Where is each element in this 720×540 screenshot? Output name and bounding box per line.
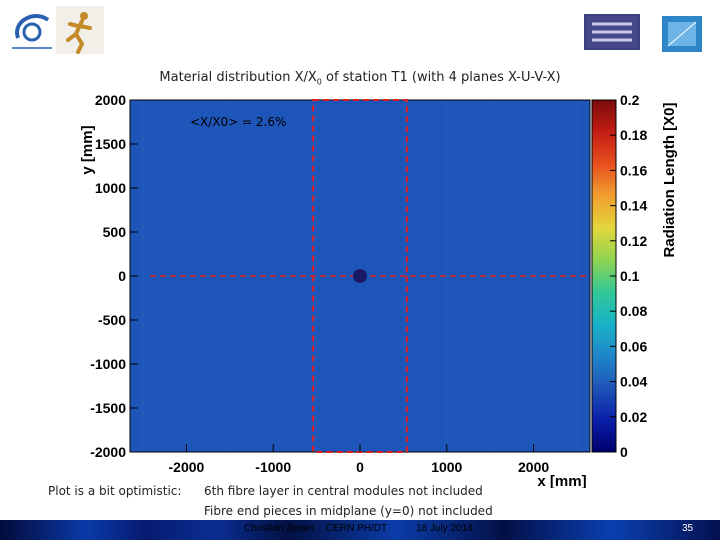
z-tick-label: 0.06: [620, 338, 647, 354]
scifi-logo: [662, 16, 702, 52]
z-tick-label: 0.12: [620, 233, 647, 249]
note-label: Plot is a bit optimistic:: [48, 484, 182, 498]
y-tick-label: 1500: [95, 136, 126, 152]
cern-60-logo: [12, 14, 52, 49]
y-tick-label: -500: [98, 312, 126, 328]
z-tick-label: 0.04: [620, 374, 647, 390]
color-scale-bar: [591, 99, 617, 453]
note-line-1: 6th fibre layer in central modules not i…: [204, 484, 483, 498]
beam-pipe-marker: [353, 269, 367, 283]
y-tick-label: -1500: [90, 400, 126, 416]
lhcb-logo: [584, 14, 640, 50]
z-tick-label: 0.08: [620, 303, 647, 319]
y-tick-label: -1000: [90, 356, 126, 372]
x-tick-label: 2000: [518, 459, 549, 475]
x-tick-label: -2000: [169, 459, 205, 475]
title-subscript: 0: [316, 77, 322, 87]
z-tick-label: 0.2: [620, 92, 640, 108]
y-tick-label: 500: [103, 224, 127, 240]
title-text-rest: of station T1 (with 4 planes X-U-V-X): [321, 70, 561, 85]
y-tick-label: 1000: [95, 180, 126, 196]
y-tick-label: 2000: [95, 92, 126, 108]
z-tick-label: 0: [620, 444, 628, 460]
z-tick-label: 0.18: [620, 127, 647, 143]
y-tick-label: 0: [118, 268, 126, 284]
z-tick-label: 0.02: [620, 409, 647, 425]
footer-org: CERN PH/DT: [326, 523, 388, 534]
y-tick-label: -2000: [90, 444, 126, 460]
footer-date: 18 July 2014: [416, 523, 473, 534]
slide-title: Material distribution X/X0 of station T1…: [0, 70, 720, 87]
x-tick-label: -1000: [255, 459, 291, 475]
title-text: Material distribution X/X: [159, 70, 317, 85]
z-tick-label: 0.16: [620, 162, 647, 178]
footer-bar: [0, 520, 720, 540]
footer-author: Christian Joram: [244, 523, 315, 534]
average-material-annotation: <X/X0> = 2.6%: [190, 115, 286, 129]
runner-logo: [56, 6, 104, 54]
page-number: 35: [682, 523, 694, 534]
x-tick-label: 1000: [431, 459, 462, 475]
x-tick-label: 0: [356, 459, 364, 475]
z-tick-label: 0.14: [620, 198, 647, 214]
note-line-2: Fibre end pieces in midplane (y=0) not i…: [204, 504, 493, 518]
material-distribution-chart: <X/X0> = 2.6% 2000 1500 1000 500 0 -500 -1000 -1…: [79, 92, 678, 488]
x-axis-label: x [mm]: [537, 473, 586, 488]
y-axis-label: y [mm]: [79, 125, 96, 174]
z-axis-label: Radiation Length [X0]: [661, 103, 678, 258]
z-tick-label: 0.1: [620, 268, 640, 284]
